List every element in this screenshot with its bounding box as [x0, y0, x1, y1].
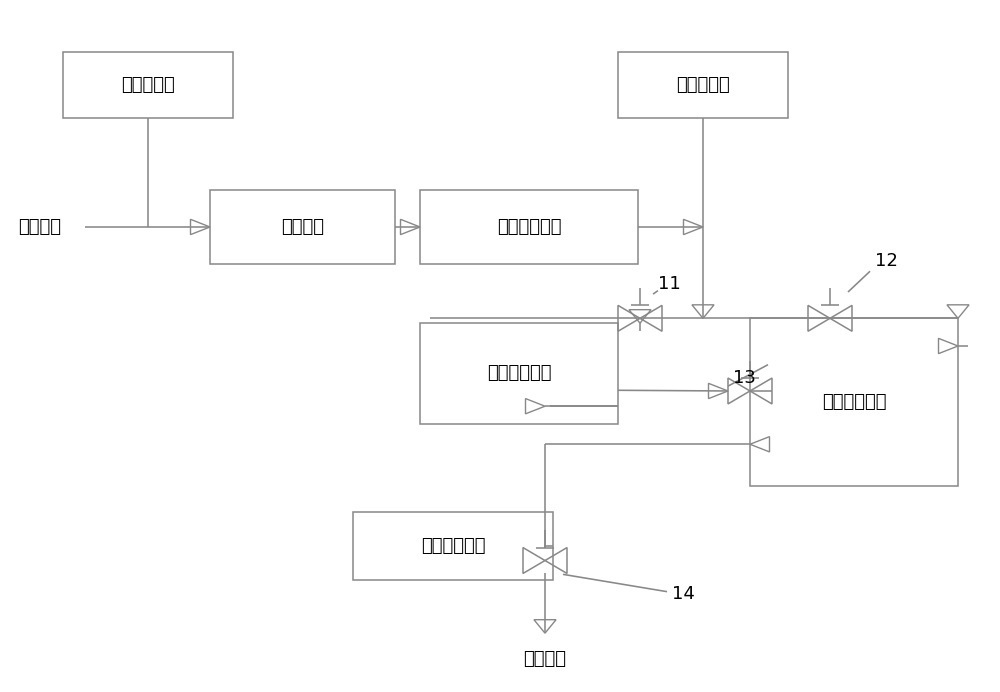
FancyBboxPatch shape — [420, 323, 618, 424]
Text: 辅傅化反应塔: 辅傅化反应塔 — [822, 393, 886, 411]
Text: 11: 11 — [658, 275, 681, 293]
FancyBboxPatch shape — [618, 52, 788, 118]
Text: 过滤装置: 过滤装置 — [281, 218, 324, 236]
Text: 含肼废气: 含肼废气 — [18, 218, 61, 236]
FancyBboxPatch shape — [63, 52, 233, 118]
FancyBboxPatch shape — [353, 512, 553, 580]
Text: 气体检测装置: 气体检测装置 — [421, 537, 485, 555]
Text: 13: 13 — [733, 369, 756, 387]
Text: 14: 14 — [672, 585, 695, 603]
Text: 调压稳压装置: 调压稳压装置 — [497, 218, 561, 236]
Text: 主傅化反应塔: 主傅化反应塔 — [487, 364, 551, 383]
Text: 一级压力表: 一级压力表 — [121, 75, 175, 94]
FancyBboxPatch shape — [210, 190, 395, 264]
Text: 二级压力表: 二级压力表 — [676, 75, 730, 94]
FancyBboxPatch shape — [750, 318, 958, 486]
Text: 12: 12 — [875, 253, 898, 271]
FancyBboxPatch shape — [420, 190, 638, 264]
Text: 尾气排放: 尾气排放 — [524, 650, 566, 668]
